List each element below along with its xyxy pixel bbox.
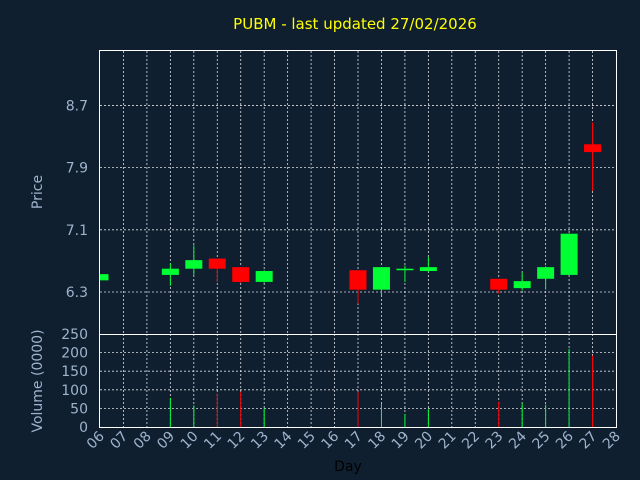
candle-body — [185, 260, 203, 269]
price-tick-label: 6.3 — [66, 285, 88, 301]
volume-tick-label: 100 — [61, 383, 88, 399]
price-axis-title: Price — [30, 175, 46, 209]
candle-body — [232, 267, 250, 282]
candle-body — [396, 268, 414, 271]
candle-body — [490, 278, 508, 290]
volume-tick-label: 250 — [61, 327, 88, 343]
volume-tick-label: 50 — [70, 401, 88, 417]
candle-body — [584, 144, 602, 153]
volume-tick-label: 0 — [79, 420, 88, 436]
candle-body — [100, 274, 109, 281]
candle-body — [349, 270, 367, 290]
price-tick-label: 7.1 — [66, 223, 88, 239]
volume-tick-label: 150 — [61, 364, 88, 380]
volume-tick-label: 200 — [61, 346, 88, 362]
x-axis-title: Day — [334, 459, 362, 475]
price-tick-label: 7.9 — [66, 161, 88, 177]
candle-body — [161, 268, 179, 275]
volume-axis-title: Volume (0000) — [30, 329, 46, 432]
candle-body — [208, 258, 226, 269]
candle-body — [537, 267, 555, 279]
candle-body — [560, 233, 578, 275]
price-tick-label: 8.7 — [66, 98, 88, 114]
candles — [99, 122, 602, 304]
volume-panel-frame — [99, 334, 617, 428]
chart-title: PUBM - last updated 27/02/2026 — [233, 15, 477, 33]
candle-body — [255, 271, 273, 282]
candle-body — [419, 267, 437, 272]
candle-body — [513, 281, 531, 289]
volume-bars — [169, 348, 594, 427]
candle-body — [372, 267, 390, 290]
